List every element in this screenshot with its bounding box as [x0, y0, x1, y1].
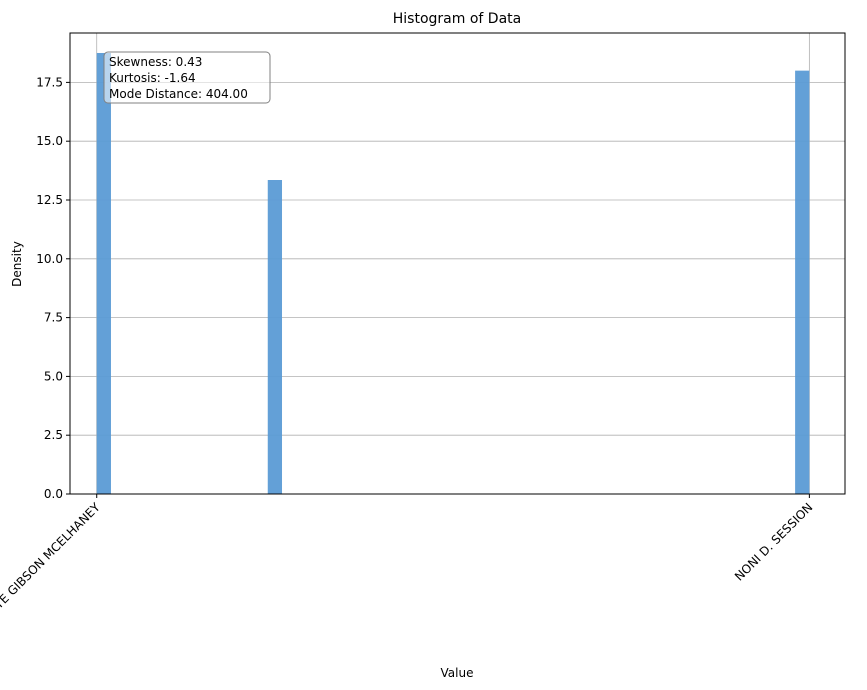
y-axis-label: Density — [10, 241, 24, 287]
x-axis-ticks: LYNETTE GIBSON MCELHANEY NONI D. SESSION — [0, 494, 815, 637]
y-tick-label: 0.0 — [44, 487, 63, 501]
stats-skewness: Skewness: 0.43 — [109, 55, 202, 69]
y-axis-ticks: 0.0 2.5 5.0 7.5 10.0 12.5 15.0 17.5 — [36, 75, 70, 501]
x-axis-label: Value — [441, 666, 474, 680]
y-tick-label: 2.5 — [44, 428, 63, 442]
y-tick-label: 12.5 — [36, 193, 63, 207]
y-tick-label: 10.0 — [36, 252, 63, 266]
y-tick-label: 17.5 — [36, 75, 63, 89]
stats-annotation: Skewness: 0.43 Kurtosis: -1.64 Mode Dist… — [103, 51, 271, 104]
stats-box — [103, 51, 271, 104]
histogram-bar — [267, 180, 283, 494]
plot-frame — [69, 32, 846, 495]
stats-kurtosis: Kurtosis: -1.64 — [109, 71, 196, 85]
x-tick-label: NONI D. SESSION — [732, 500, 815, 583]
chart-title: Histogram of Data — [393, 11, 521, 27]
histogram-bar — [96, 52, 111, 495]
histogram-bars — [96, 52, 810, 495]
y-tick-label: 7.5 — [44, 311, 63, 325]
x-tick-label: LYNETTE GIBSON MCELHANEY — [0, 500, 103, 637]
stats-mode-distance: Mode Distance: 404.00 — [109, 87, 248, 101]
y-tick-label: 5.0 — [44, 369, 63, 383]
y-tick-label: 15.0 — [36, 134, 63, 148]
histogram-bar — [795, 70, 810, 494]
